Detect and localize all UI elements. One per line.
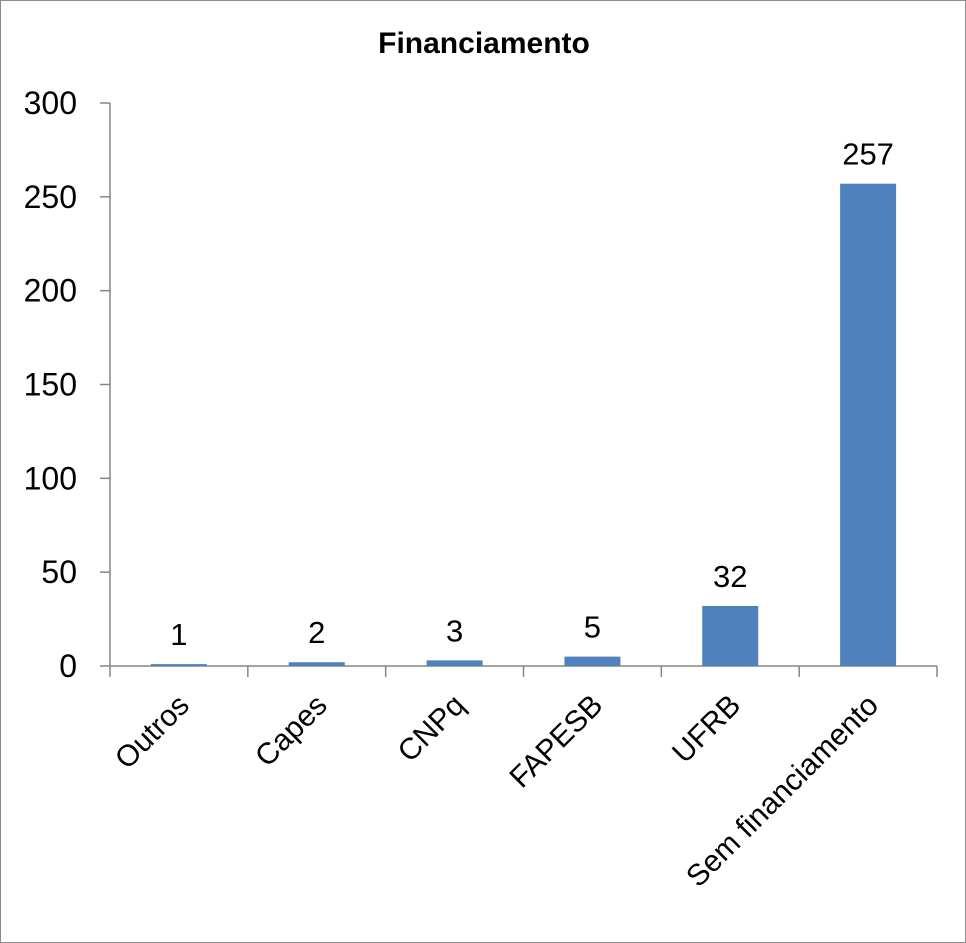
bar bbox=[564, 656, 621, 666]
category-label: CNPq bbox=[392, 689, 472, 769]
data-label: 32 bbox=[713, 559, 747, 594]
data-label: 2 bbox=[308, 615, 325, 650]
bars bbox=[150, 183, 897, 667]
y-tick-label: 100 bbox=[24, 460, 77, 496]
data-label: 1 bbox=[170, 617, 187, 652]
category-label: FAPESB bbox=[503, 689, 609, 795]
y-tick-label: 0 bbox=[59, 648, 77, 684]
y-tick-label: 300 bbox=[24, 85, 77, 121]
bar bbox=[840, 183, 897, 667]
bar bbox=[150, 664, 207, 666]
bar bbox=[426, 660, 483, 666]
y-tick-label: 200 bbox=[24, 273, 77, 309]
axes bbox=[100, 102, 938, 677]
y-tick-label: 150 bbox=[24, 367, 77, 403]
y-tick-label: 250 bbox=[24, 179, 77, 215]
bar bbox=[702, 605, 759, 666]
category-label: UFRB bbox=[666, 689, 747, 770]
y-tick-label: 50 bbox=[41, 554, 77, 590]
bar bbox=[288, 662, 345, 666]
labels: 0 50 100 150 200 250 300 1 Outros 2 Capes 3 CNPq 5 FAP… bbox=[24, 85, 894, 894]
data-label: 5 bbox=[584, 610, 601, 645]
category-label: Outros bbox=[109, 689, 196, 776]
chart-title: Financiamento bbox=[378, 27, 590, 60]
category-label: Capes bbox=[249, 689, 334, 774]
data-label: 257 bbox=[842, 137, 894, 172]
data-label: 3 bbox=[446, 613, 463, 648]
